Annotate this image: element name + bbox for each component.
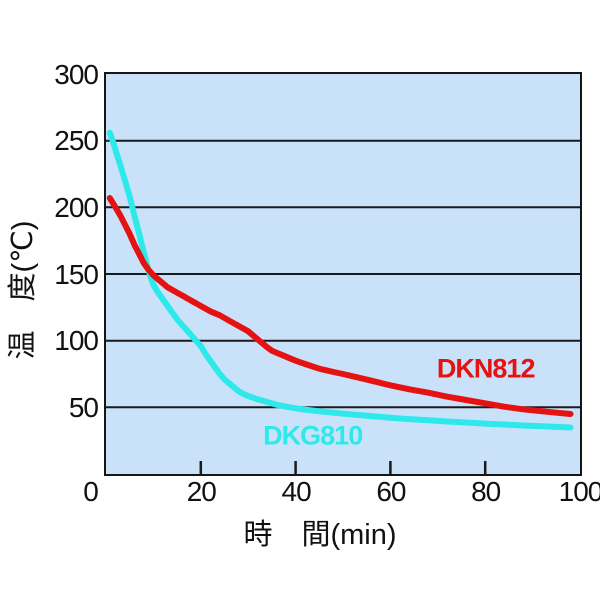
x-tick-label-60: 60: [376, 476, 406, 507]
plot-canvas: [106, 129, 580, 474]
x-tick-label-20: 20: [186, 476, 217, 507]
x-tick-label-100: 100: [558, 476, 600, 507]
y-tick-label-200: 200: [54, 191, 99, 223]
y-tick-label-300: 300: [54, 58, 99, 90]
plot-area: [104, 72, 582, 476]
x-tick-label-80: 80: [471, 476, 501, 507]
y-tick-label-150: 150: [54, 258, 99, 290]
x-tick-label-0: 0: [83, 476, 99, 507]
x-tick-label-40: 40: [281, 476, 312, 507]
x-axis-title: 時 間(min): [243, 519, 397, 551]
series-label-dkn812: DKN812: [436, 353, 536, 384]
y-tick-label-250: 250: [54, 125, 99, 157]
y-tick-label-50: 50: [68, 391, 99, 423]
y-tick-label-100: 100: [54, 325, 99, 357]
series-line-dkn812: [106, 195, 574, 417]
series-label-dkg810: DKG810: [263, 420, 363, 451]
